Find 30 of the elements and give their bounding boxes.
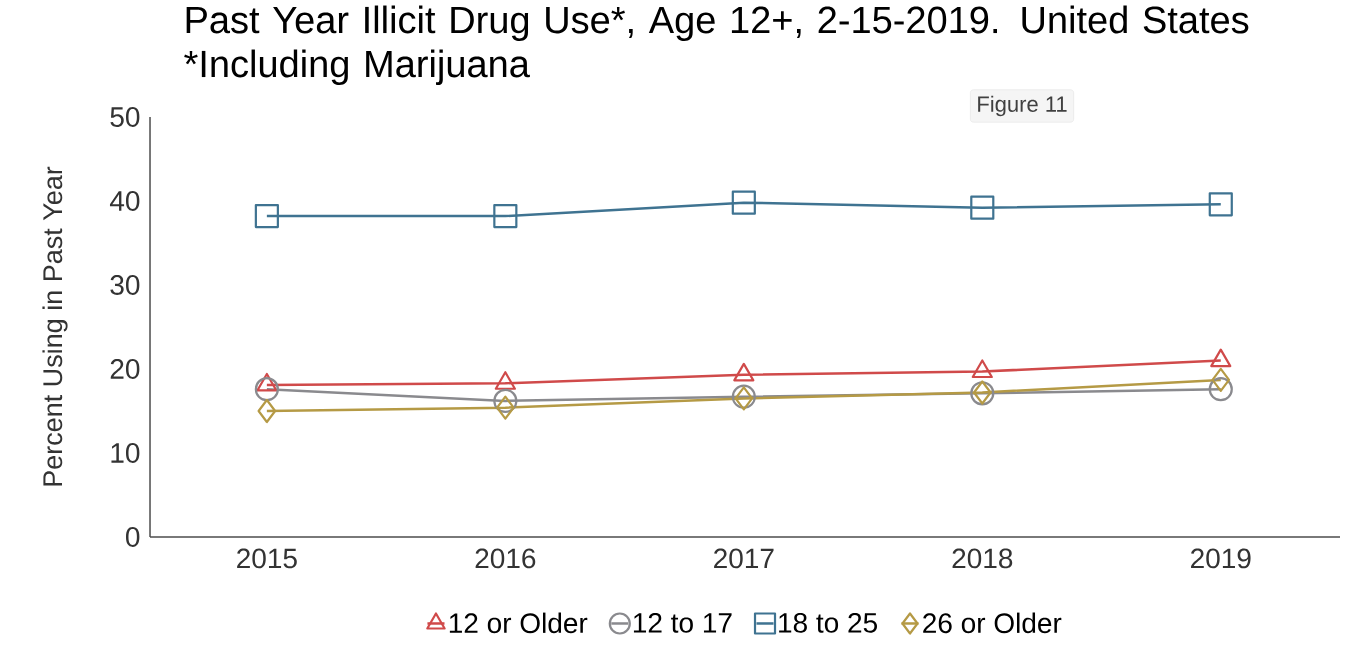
y-tick-label: 40 [109,191,140,211]
point [493,204,518,229]
caption: Figure 11 [978,95,1067,117]
legend-label: 12 or Older [449,612,588,634]
point [495,395,515,420]
y-axis-title: Percent Using in Past Year [42,166,68,486]
point [254,204,279,229]
x-tick-label: 2018 [952,548,1013,569]
x-tick-label: 2017 [714,548,774,569]
y-tick-label: 0 [126,527,140,547]
x-tick-label: 2016 [475,548,536,569]
point [254,377,279,402]
y-tick-label: 50 [110,107,140,127]
point [257,398,277,424]
point [970,195,995,220]
legend-label: 26 or Older [923,612,1062,634]
point [731,190,756,215]
legend-label: 18 to 25 [779,612,877,633]
y-tick-label: 20 [110,359,140,379]
x-tick-label: 2019 [1191,548,1251,569]
y-tick-label: 30 [110,275,140,295]
point [493,388,518,414]
chart-subtitle: *Including Marijuana [184,49,530,85]
point [1211,367,1231,393]
point [1208,192,1233,217]
chart-title: Past Year Illicit Drug Use*, Age 12+, 2-15-2019. United States [186,5,1249,41]
y-tick-label: 10 [111,443,140,463]
legend-label: 12 to 17 [633,612,732,633]
point [1208,377,1233,402]
x-tick-label: 2015 [237,548,297,569]
